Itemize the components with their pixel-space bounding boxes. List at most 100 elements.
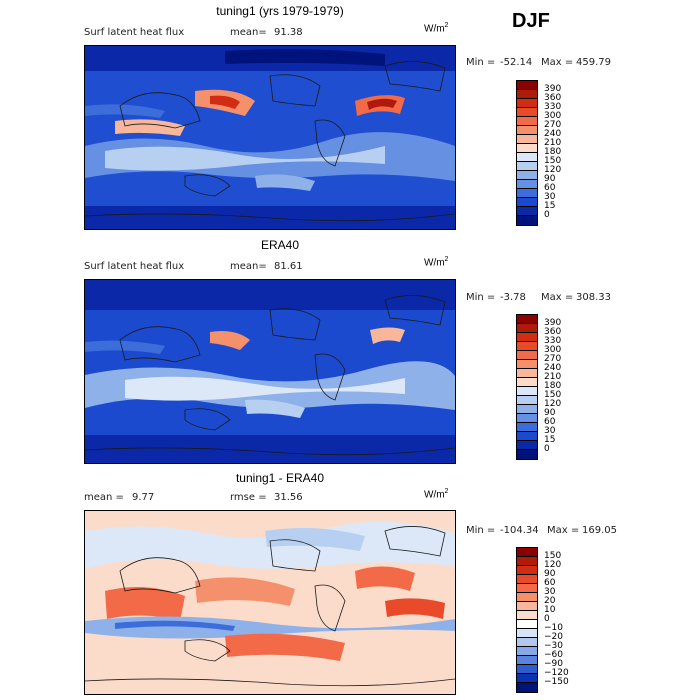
panel3-max-value: 169.05	[582, 525, 617, 536]
colorbar-segment	[517, 117, 537, 126]
colorbar-segment	[517, 656, 537, 665]
colorbar-tick-label: 20	[544, 596, 556, 606]
colorbar-tick-label: 390	[544, 318, 562, 328]
colorbar-tick-label: 180	[544, 381, 562, 391]
panel3-title: tuning1 - ERA40	[235, 471, 325, 485]
colorbar-segment	[517, 324, 537, 333]
colorbar-segment	[517, 566, 537, 575]
colorbar-segment	[517, 441, 537, 450]
colorbar-tick-label: 390	[544, 84, 562, 94]
colorbar-tick-label: −150	[544, 677, 569, 687]
colorbar-segment	[517, 81, 537, 90]
colorbar-segment	[517, 405, 537, 414]
panel1-min-value: -52.14	[500, 57, 533, 68]
colorbar-tick-label: 30	[544, 192, 556, 202]
colorbar-tick-label: −30	[544, 641, 563, 651]
panel2-mean-value: 81.61	[274, 261, 303, 272]
panel2-min-label: Min =	[466, 292, 496, 303]
colorbar-tick-label: 360	[544, 93, 562, 103]
colorbar-tick-label: 150	[544, 551, 562, 561]
colorbar-tick-label: 0	[544, 444, 550, 454]
colorbar-segment	[517, 216, 537, 225]
colorbar-tick-label: −20	[544, 632, 563, 642]
colorbar-tick-label: 90	[544, 174, 556, 184]
panel3-map	[84, 510, 456, 695]
colorbar-tick-label: 240	[544, 363, 562, 373]
colorbar-segment	[517, 99, 537, 108]
colorbar-segment	[517, 450, 537, 459]
colorbar-segment	[517, 162, 537, 171]
colorbar-tick-label: 180	[544, 147, 562, 157]
panel3-min-value: -104.34	[500, 525, 539, 536]
panel2-mean-label: mean=	[230, 261, 267, 272]
colorbar-tick-label: 270	[544, 354, 562, 364]
colorbar-segment	[517, 387, 537, 396]
colorbar-tick-label: 90	[544, 569, 556, 579]
colorbar-tick-label: 300	[544, 111, 562, 121]
colorbar-tick-label: 150	[544, 390, 562, 400]
colorbar-tick-label: 30	[544, 587, 556, 597]
colorbar-segment	[517, 153, 537, 162]
colorbar-tick-label: 90	[544, 408, 556, 418]
colorbar-tick-label: 120	[544, 560, 562, 570]
colorbar-tick-label: 210	[544, 372, 562, 382]
colorbar-tick-label: 30	[544, 426, 556, 436]
colorbar-tick-label: −90	[544, 659, 563, 669]
panel3-min-label: Min =	[466, 525, 496, 536]
panel3-rmse-value: 31.56	[274, 492, 303, 503]
colorbar-tick-label: 210	[544, 138, 562, 148]
colorbar-segment	[517, 333, 537, 342]
colorbar-segment	[517, 315, 537, 324]
colorbar-tick-label: −10	[544, 623, 563, 633]
panel1-variable: Surf latent heat flux	[84, 27, 185, 38]
panel2-max-label: Max =	[541, 292, 574, 303]
panel3-mean-value: 9.77	[132, 492, 155, 503]
colorbar-tick-label: 15	[544, 201, 556, 211]
colorbar-tick-label: 330	[544, 102, 562, 112]
colorbar-tick-label: 60	[544, 578, 556, 588]
colorbar-segment	[517, 342, 537, 351]
colorbar-segment	[517, 674, 537, 683]
colorbar-segment	[517, 198, 537, 207]
colorbar-tick-label: 360	[544, 327, 562, 337]
colorbar-tick-label: 120	[544, 399, 562, 409]
panel2-min-value: -3.78	[500, 292, 526, 303]
panel1-mean-label: mean=	[230, 27, 267, 38]
colorbar-segment	[517, 629, 537, 638]
colorbar-segment	[517, 557, 537, 566]
colorbar-segment	[517, 423, 537, 432]
colorbar-tick-label: 60	[544, 417, 556, 427]
colorbar-segment	[517, 378, 537, 387]
colorbar-segment	[517, 126, 537, 135]
panel2-title: ERA40	[260, 238, 300, 252]
panel1-max-value: 459.79	[576, 57, 611, 68]
colorbar-segment	[517, 108, 537, 117]
colorbar-segment	[517, 432, 537, 441]
colorbar-tick-label: 120	[544, 165, 562, 175]
colorbar-tick-label: 300	[544, 345, 562, 355]
colorbar-segment	[517, 90, 537, 99]
colorbar-tick-label: 0	[544, 614, 550, 624]
panel3-max-label: Max =	[547, 525, 580, 536]
colorbar-segment	[517, 620, 537, 629]
colorbar-segment	[517, 548, 537, 557]
panel1-mean-value: 91.38	[274, 27, 303, 38]
colorbar-segment	[517, 593, 537, 602]
colorbar-tick-label: 15	[544, 435, 556, 445]
panel1-map	[84, 45, 456, 230]
colorbar-segment	[517, 396, 537, 405]
panel3-units: W/m2	[424, 488, 449, 501]
panel3-rmse-label: rmse =	[230, 492, 267, 503]
panel2-max-value: 308.33	[576, 292, 611, 303]
panel1-title: tuning1 (yrs 1979-1979)	[216, 4, 344, 18]
colorbar-segment	[517, 189, 537, 198]
panel2-map	[84, 279, 456, 464]
colorbar-segment	[517, 144, 537, 153]
colorbar-segment	[517, 369, 537, 378]
panel1-max-label: Max =	[541, 57, 574, 68]
season-label: DJF	[512, 10, 550, 32]
colorbar-segment	[517, 135, 537, 144]
panel1-min-label: Min =	[466, 57, 496, 68]
colorbar-segment	[517, 414, 537, 423]
panel3-mean-label: mean =	[84, 492, 124, 503]
